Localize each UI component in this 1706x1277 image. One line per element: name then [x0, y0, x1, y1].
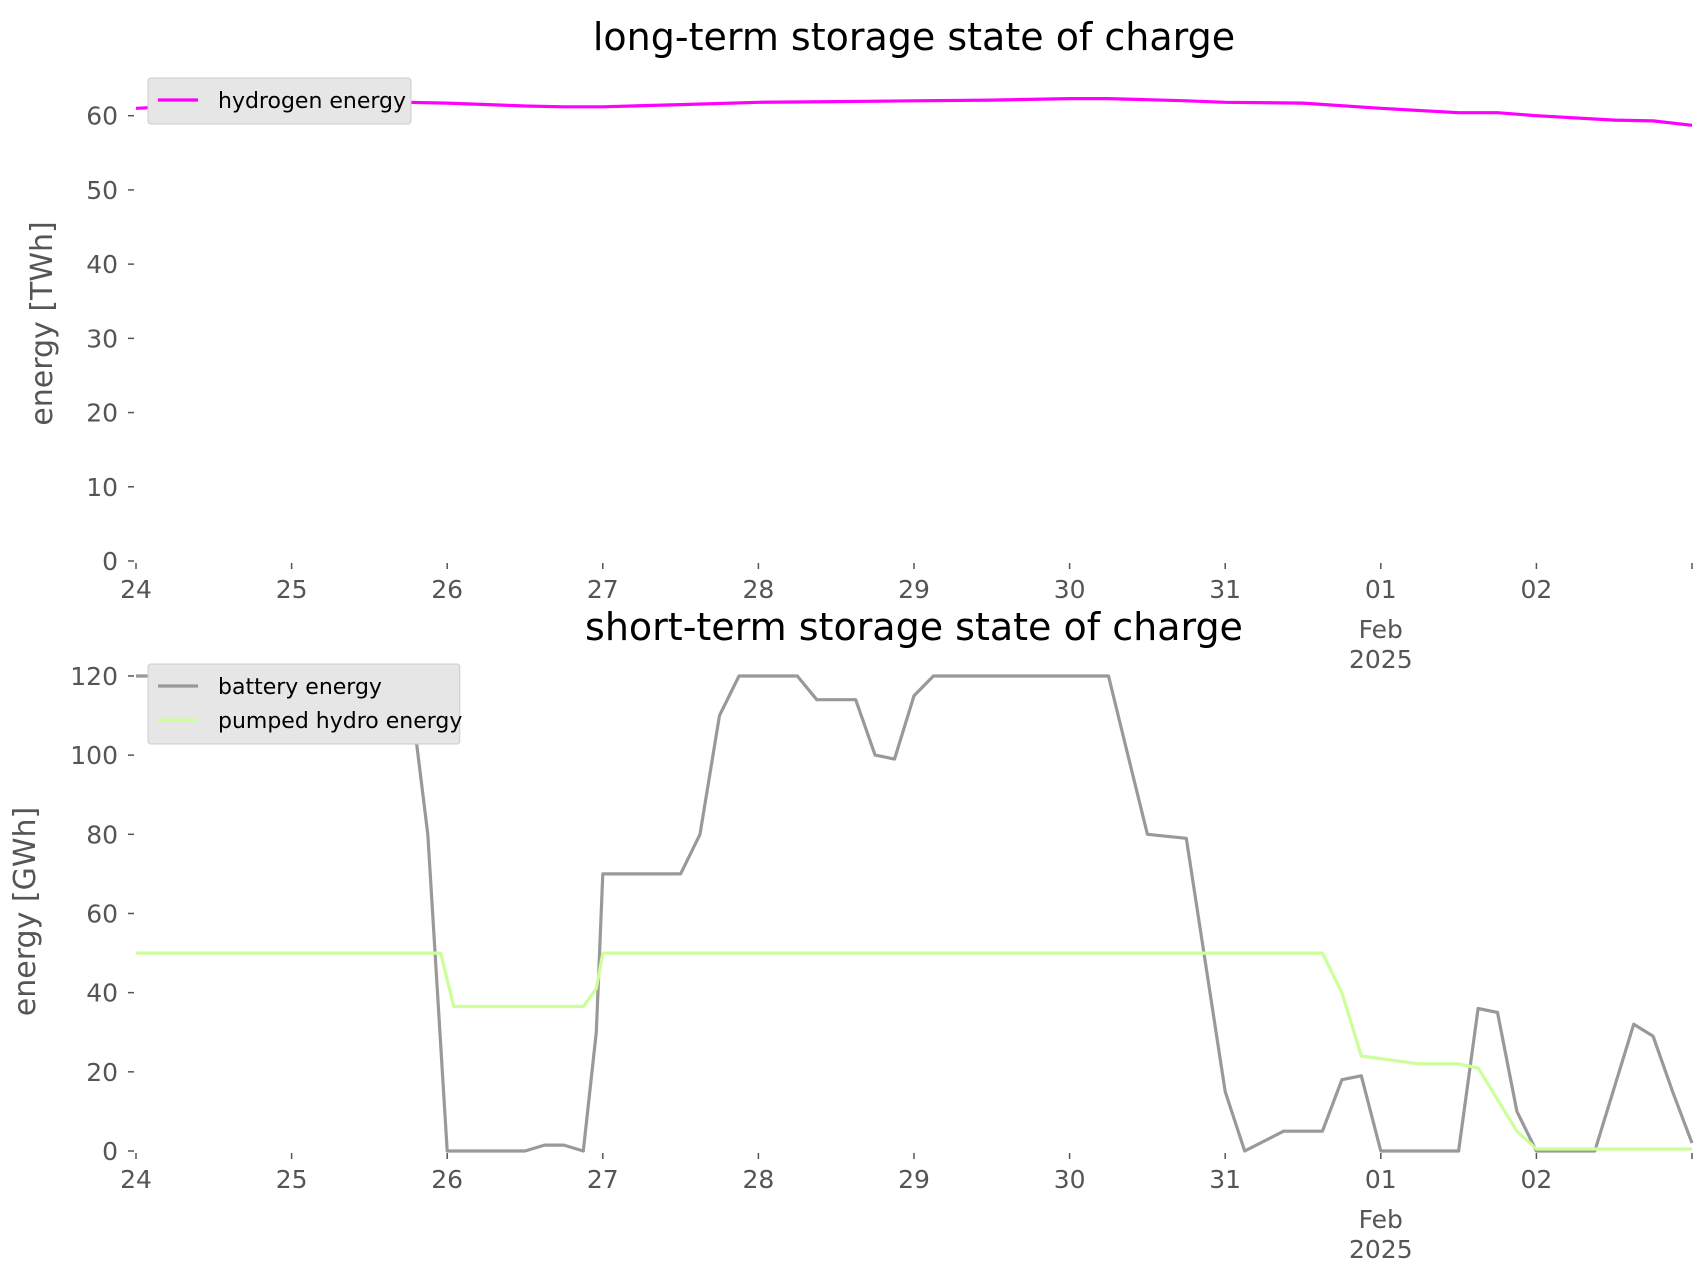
chart-panel-2: short-term storage state of charge energy…: [8, 605, 1694, 1264]
y-tick-label: 100: [70, 741, 118, 770]
x-tick-label: 24: [120, 1165, 152, 1194]
y-tick-label: 80: [86, 820, 118, 849]
y-tick-label: 40: [86, 979, 118, 1008]
legend-label: battery energy: [218, 675, 382, 700]
x-tick-label: 24: [120, 575, 152, 604]
y-axis-label: energy [GWh]: [8, 807, 43, 1016]
legend-box: [147, 663, 461, 745]
x-secondary-label: 2025: [1349, 1235, 1413, 1264]
x-tick-label: 26: [431, 1165, 463, 1194]
x-tick-label: 31: [1209, 575, 1241, 604]
x-tick-label: 27: [587, 1165, 619, 1194]
y-tick-label: 10: [86, 473, 118, 502]
legend-box: [147, 77, 412, 125]
x-tick-label: 02: [1520, 1165, 1552, 1194]
x-tick-label: 29: [898, 1165, 930, 1194]
x-tick-label: 30: [1054, 575, 1086, 604]
x-tick-label: 25: [276, 1165, 308, 1194]
x-tick-label: 26: [431, 575, 463, 604]
x-tick-label: 01: [1365, 1165, 1397, 1194]
x-tick-label: 28: [742, 1165, 774, 1194]
series-line-battery-energy: [136, 674, 1694, 1153]
x-tick-label: 27: [587, 575, 619, 604]
x-secondary-label: 2025: [1349, 645, 1413, 674]
x-tick-label: 29: [898, 575, 930, 604]
x-secondary-label: Feb: [1359, 1205, 1403, 1234]
x-secondary-label: Feb: [1359, 615, 1403, 644]
y-tick-label: 0: [102, 547, 118, 576]
x-tick-label: 31: [1209, 1165, 1241, 1194]
series-line-hydrogen-energy: [135, 97, 1693, 127]
x-tick-label: 28: [742, 575, 774, 604]
chart-title: long-term storage state of charge: [593, 15, 1235, 59]
y-tick-label: 60: [86, 102, 118, 131]
y-tick-label: 60: [86, 899, 118, 928]
x-tick-label: 02: [1520, 575, 1552, 604]
y-tick-label: 20: [86, 1058, 118, 1087]
y-axis-label: energy [TWh]: [25, 221, 60, 425]
legend-label: hydrogen energy: [218, 89, 406, 114]
x-tick-label: 25: [276, 575, 308, 604]
y-tick-label: 30: [86, 324, 118, 353]
chart-title: short-term storage state of charge: [585, 605, 1243, 649]
legend-label: pumped hydro energy: [218, 709, 462, 734]
series-line-pumped-hydro-energy: [136, 951, 1692, 1151]
y-tick-label: 50: [86, 176, 118, 205]
y-tick-label: 20: [86, 399, 118, 428]
chart-panel-1: long-term storage state of charge energy …: [25, 15, 1693, 674]
y-tick-label: 0: [102, 1137, 118, 1166]
y-tick-label: 120: [70, 662, 118, 691]
x-tick-label: 30: [1054, 1165, 1086, 1194]
y-tick-label: 40: [86, 250, 118, 279]
x-tick-label: 01: [1365, 575, 1397, 604]
